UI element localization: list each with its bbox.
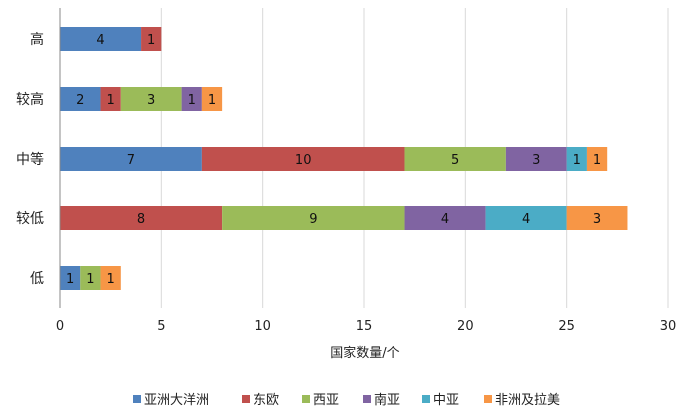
bar-3-2 (222, 206, 405, 230)
category-label-2: 中等 (16, 151, 44, 168)
legend-swatch-5 (484, 395, 492, 403)
data-label-0-0: 4 (96, 33, 104, 48)
bar-3-1 (60, 206, 223, 230)
bar-2-3 (505, 147, 567, 171)
bar-1-2 (120, 87, 182, 111)
x-tick-label-30: 30 (660, 319, 677, 334)
category-label-1: 较高 (16, 91, 44, 108)
data-label-1-2: 3 (147, 93, 155, 108)
data-label-1-5: 1 (208, 93, 216, 108)
legend-label-3: 南亚 (374, 392, 400, 408)
legend-label-2: 西亚 (313, 393, 339, 408)
bar-4-2 (80, 266, 101, 290)
bars (60, 27, 628, 290)
category-label-3: 较低 (16, 211, 44, 227)
legend-swatch-4 (422, 395, 430, 403)
legend-swatch-3 (363, 395, 371, 403)
data-labels: 4 12 1 3 1 17 10 5 3 1 18 9 4 4 31 1 1 (66, 33, 601, 287)
category-label-0: 高 (30, 31, 44, 48)
bar-4-0 (60, 266, 81, 290)
bar-4-5 (100, 266, 121, 290)
data-label-3-4: 4 (522, 212, 530, 227)
bar-3-3 (404, 206, 486, 230)
x-tick-label-5: 5 (157, 319, 165, 334)
x-tick-label-0: 0 (56, 319, 64, 334)
bar-1-5 (201, 87, 223, 111)
data-label-3-2: 9 (309, 212, 317, 227)
bar-2-1 (201, 147, 405, 171)
category-label-4: 低 (30, 271, 44, 287)
data-label-1-0: 2 (76, 93, 84, 108)
legend-swatch-0 (133, 395, 141, 403)
data-label-1-3: 1 (188, 93, 196, 108)
bar-0-1 (141, 27, 162, 51)
bar-2-5 (586, 147, 608, 171)
data-label-2-1: 10 (295, 153, 312, 168)
data-label-3-5: 3 (593, 212, 601, 227)
data-label-2-3: 3 (532, 153, 540, 168)
bar-3-5 (566, 206, 628, 230)
legend-swatch-1 (242, 395, 250, 403)
legend-label-5: 非洲及拉美 (495, 393, 560, 408)
x-tick-label-25: 25 (558, 319, 575, 334)
bar-1-3 (181, 87, 202, 111)
value-axis: 0 5 10 15 20 25 30 (56, 319, 676, 334)
data-label-2-2: 5 (451, 153, 459, 168)
bar-1-1 (100, 87, 121, 111)
bar-2-2 (404, 147, 506, 171)
data-label-0-1: 1 (147, 33, 155, 48)
x-tick-label-20: 20 (457, 319, 474, 334)
legend-label-0: 亚洲大洋洲 (144, 393, 209, 408)
data-label-4-0: 1 (66, 272, 74, 287)
bar-2-4 (566, 147, 587, 171)
legend: 亚洲大洋洲 东欧 西亚 南亚 中亚 非洲及拉美 (133, 392, 560, 408)
data-label-4-2: 1 (86, 272, 94, 287)
bar-2-0 (60, 147, 202, 171)
bar-0-0 (60, 27, 142, 51)
data-label-2-4: 1 (573, 153, 581, 168)
legend-swatch-2 (302, 395, 310, 403)
data-label-3-3: 4 (441, 212, 449, 227)
data-label-1-1: 1 (107, 93, 115, 108)
x-axis-title: 国家数量/个 (330, 345, 399, 361)
data-label-3-1: 8 (137, 212, 145, 227)
x-tick-label-15: 15 (356, 319, 373, 334)
data-label-2-0: 7 (127, 153, 135, 168)
legend-label-1: 东欧 (253, 393, 279, 408)
bar-3-4 (485, 206, 567, 230)
data-label-4-5: 1 (107, 272, 115, 287)
legend-label-4: 中亚 (433, 393, 459, 408)
x-tick-label-10: 10 (254, 319, 271, 334)
bar-1-0 (60, 87, 101, 111)
data-label-2-5: 1 (593, 153, 601, 168)
